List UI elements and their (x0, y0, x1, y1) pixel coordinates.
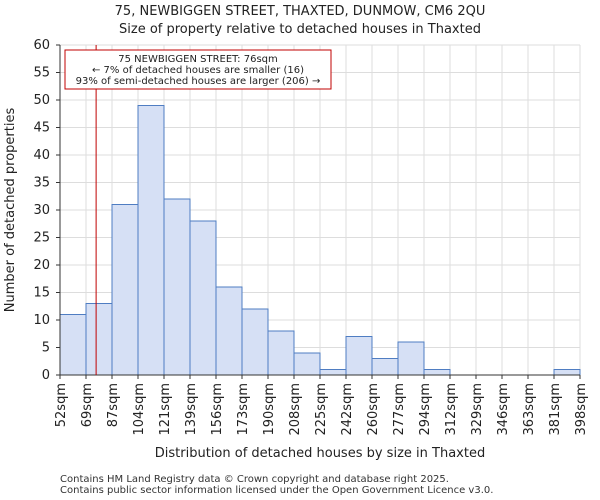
histogram-bar (137, 105, 165, 376)
x-tick-label: 260sqm (366, 383, 381, 436)
y-tick-label: 5 (42, 341, 50, 356)
histogram-bar (371, 358, 399, 376)
histogram-bar (293, 352, 321, 376)
y-tick-label: 15 (33, 286, 50, 301)
annotation-line-1: 75 NEWBIGGEN STREET: 76sqm (118, 54, 278, 65)
y-tick-label: 20 (33, 258, 50, 273)
y-tick-label: 0 (42, 368, 50, 383)
x-tick-label: 346sqm (496, 383, 511, 436)
x-tick-label: 156sqm (210, 383, 225, 436)
x-tick-label: 139sqm (184, 383, 199, 436)
x-tick-label: 225sqm (314, 383, 329, 436)
histogram-bar (59, 314, 87, 376)
histogram-bar (189, 220, 217, 376)
footer-line-1: Contains HM Land Registry data © Crown c… (60, 474, 449, 485)
histogram-bar (397, 341, 425, 376)
x-tick-label: 190sqm (262, 383, 277, 436)
histogram-bar (423, 369, 451, 376)
chart-subtitle: Size of property relative to detached ho… (119, 22, 481, 37)
histogram-bar (163, 198, 191, 376)
histogram-bar (319, 369, 347, 376)
y-tick-label: 55 (33, 66, 50, 81)
x-tick-label: 277sqm (392, 383, 407, 436)
x-tick-label: 104sqm (132, 383, 147, 436)
x-tick-label: 208sqm (288, 383, 303, 436)
x-tick-label: 87sqm (106, 383, 121, 427)
annotation-box (64, 49, 332, 90)
x-tick-label: 242sqm (340, 383, 355, 436)
y-tick-label: 45 (33, 121, 50, 136)
y-tick-label: 60 (33, 38, 50, 53)
histogram-bar (111, 204, 139, 376)
histogram-bar (267, 330, 295, 376)
histogram-bar (241, 308, 269, 376)
y-axis-label: Number of detached properties (3, 108, 18, 313)
histogram-bar (553, 369, 581, 376)
x-tick-label: 381sqm (548, 383, 563, 436)
x-tick-label: 398sqm (574, 383, 589, 436)
x-axis-label: Distribution of detached houses by size … (155, 446, 485, 461)
x-tick-label: 294sqm (418, 383, 433, 436)
annotation-line-2: ← 7% of detached houses are smaller (16) (92, 65, 304, 76)
histogram-bar (345, 336, 373, 376)
histogram-bar (85, 303, 113, 376)
y-tick-label: 30 (33, 203, 50, 218)
chart-title: 75, NEWBIGGEN STREET, THAXTED, DUNMOW, C… (114, 4, 486, 19)
x-tick-label: 312sqm (444, 383, 459, 436)
histogram-bar (215, 286, 243, 376)
y-tick-label: 25 (33, 231, 50, 246)
y-tick-label: 50 (33, 93, 50, 108)
x-tick-label: 363sqm (522, 383, 537, 436)
x-tick-label: 69sqm (80, 383, 95, 427)
x-tick-label: 121sqm (158, 383, 173, 436)
x-tick-label: 52sqm (54, 383, 69, 427)
y-tick-label: 35 (33, 176, 50, 191)
y-tick-label: 10 (33, 313, 50, 328)
footer-line-2: Contains public sector information licen… (60, 485, 494, 496)
y-tick-label: 40 (33, 148, 50, 163)
x-tick-label: 173sqm (236, 383, 251, 436)
annotation-line-3: 93% of semi-detached houses are larger (… (76, 76, 321, 87)
x-tick-label: 329sqm (470, 383, 485, 436)
